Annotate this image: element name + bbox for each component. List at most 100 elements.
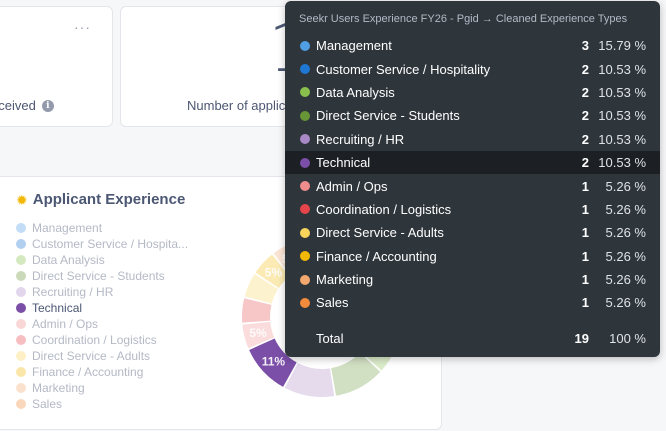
tooltip-row-name: Data Analysis — [316, 84, 395, 100]
tooltip-row: Direct Service - Adults 1 5.26 % — [285, 221, 660, 244]
tooltip-row-count: 1 — [581, 201, 589, 217]
chart-title[interactable]: ✹ Applicant Experience — [16, 191, 185, 208]
scalar-label: eceived i — [0, 98, 54, 113]
legend-item[interactable]: Management — [16, 220, 188, 236]
tooltip-row-percent: 5.26 % — [605, 248, 646, 264]
tooltip-color-dot — [300, 40, 310, 51]
tooltip-row: Customer Service / Hospitality 2 10.53 % — [285, 57, 660, 80]
legend-dot — [16, 255, 26, 265]
tooltip-row-name: Recruiting / HR — [316, 131, 405, 147]
tooltip-row: Coordination / Logistics 1 5.26 % — [285, 198, 660, 221]
legend-label: Sales — [32, 397, 63, 411]
legend-item[interactable]: Marketing — [16, 380, 188, 396]
tooltip-row: Admin / Ops 1 5.26 % — [285, 174, 660, 197]
tooltip-total-percent: 100 % — [609, 330, 646, 346]
legend-dot — [16, 303, 26, 313]
tooltip-color-dot — [300, 134, 310, 145]
tooltip-color-dot — [300, 227, 310, 238]
slice-label: 5% — [249, 326, 267, 340]
tooltip-row-count: 1 — [581, 248, 589, 264]
tooltip-row: Finance / Accounting 1 5.26 % — [285, 245, 660, 268]
tooltip-color-dot — [300, 251, 310, 262]
chart-legend: Management Customer Service / Hospita... D… — [16, 220, 188, 412]
tooltip-row: Recruiting / HR 2 10.53 % — [285, 128, 660, 151]
tooltip-row-percent: 5.26 % — [605, 178, 646, 194]
tooltip-color-dot — [300, 181, 310, 192]
tooltip-row-name: Sales — [316, 295, 349, 311]
donut-slice[interactable] — [255, 254, 290, 289]
tooltip-row-name: Coordination / Logistics — [316, 201, 452, 217]
donut-slice[interactable] — [241, 298, 272, 323]
chart-tooltip: Seekr Users Experience FY26 - Pgid → Cle… — [285, 1, 660, 357]
tooltip-row-name: Direct Service - Adults — [316, 225, 444, 241]
legend-label: Direct Service - Students — [32, 269, 165, 283]
legend-dot — [16, 239, 26, 249]
donut-slice[interactable] — [331, 352, 381, 396]
legend-item[interactable]: Direct Service - Adults — [16, 348, 188, 364]
tooltip-row-count: 1 — [581, 225, 589, 241]
tooltip-row-count: 1 — [581, 295, 589, 311]
tooltip-color-dot — [300, 87, 310, 98]
legend-item[interactable]: Finance / Accounting — [16, 364, 188, 380]
donut-slice[interactable] — [249, 338, 297, 387]
tooltip-row-name: Customer Service / Hospitality — [316, 61, 491, 77]
legend-dot — [16, 383, 26, 393]
legend-label: Management — [32, 221, 103, 235]
legend-label: Admin / Ops — [32, 317, 99, 331]
legend-label: Marketing — [32, 381, 85, 395]
legend-item[interactable]: Data Analysis — [16, 252, 188, 268]
donut-slice[interactable] — [284, 363, 335, 397]
legend-item[interactable]: Technical — [16, 300, 188, 316]
legend-label: Direct Service - Adults — [32, 349, 151, 363]
tooltip-total-count: 19 — [574, 330, 589, 346]
tooltip-rows: Management 3 15.79 % Customer Service / Hos… — [285, 34, 660, 315]
tooltip-row-name: Direct Service - Students — [316, 108, 460, 124]
legend-dot — [16, 287, 26, 297]
ellipsis-icon[interactable]: ··· — [74, 19, 91, 35]
legend-label: Data Analysis — [32, 253, 105, 267]
sun-icon: ✹ — [16, 191, 28, 208]
slice-label: 11% — [262, 355, 286, 369]
tooltip-row-percent: 5.26 % — [605, 295, 646, 311]
tooltip-total-label: Total — [316, 330, 344, 346]
tooltip-color-dot — [300, 64, 310, 75]
scalar-card-applications: 1 Number of applic — [120, 6, 300, 127]
legend-label: Finance / Accounting — [32, 365, 144, 379]
legend-label: Recruiting / HR — [32, 285, 114, 299]
legend-item[interactable]: Recruiting / HR — [16, 284, 188, 300]
tooltip-row-percent: 5.26 % — [605, 225, 646, 241]
tooltip-color-dot — [300, 274, 310, 285]
legend-dot — [16, 351, 26, 361]
tooltip-row-percent: 10.53 % — [598, 131, 646, 147]
tooltip-row-percent: 10.53 % — [598, 108, 646, 124]
tooltip-row-count: 2 — [581, 108, 589, 124]
legend-item[interactable]: Direct Service - Students — [16, 268, 188, 284]
legend-item[interactable]: Admin / Ops — [16, 316, 188, 332]
tooltip-row: Technical 2 10.53 % — [285, 150, 660, 175]
legend-item[interactable]: Coordination / Logistics — [16, 332, 188, 348]
legend-dot — [16, 335, 26, 345]
legend-dot — [16, 271, 26, 281]
tooltip-row-percent: 15.79 % — [598, 38, 646, 54]
legend-item[interactable]: Sales — [16, 396, 188, 412]
scalar-card-received: ··· eceived i — [0, 6, 113, 127]
legend-dot — [16, 367, 26, 377]
tooltip-row-name: Technical — [316, 155, 371, 171]
slice-label: 5% — [265, 265, 283, 279]
donut-slice[interactable] — [244, 274, 279, 304]
tooltip-row-name: Management — [316, 38, 392, 54]
legend-label: Customer Service / Hospita... — [32, 237, 189, 251]
tooltip-row-name: Finance / Accounting — [316, 248, 437, 264]
legend-item[interactable]: Customer Service / Hospita... — [16, 236, 188, 252]
info-icon[interactable]: i — [41, 99, 54, 112]
tooltip-row-count: 1 — [581, 178, 589, 194]
tooltip-total-row: Total 19 100 % — [285, 323, 660, 353]
tooltip-row-percent: 5.26 % — [605, 201, 646, 217]
tooltip-row-count: 2 — [581, 84, 589, 100]
tooltip-row: Data Analysis 2 10.53 % — [285, 81, 660, 104]
legend-dot — [16, 223, 26, 233]
donut-slice[interactable] — [242, 321, 275, 349]
tooltip-row-percent: 5.26 % — [605, 272, 646, 288]
legend-dot — [16, 319, 26, 329]
scalar-label-text: eceived — [0, 98, 36, 113]
